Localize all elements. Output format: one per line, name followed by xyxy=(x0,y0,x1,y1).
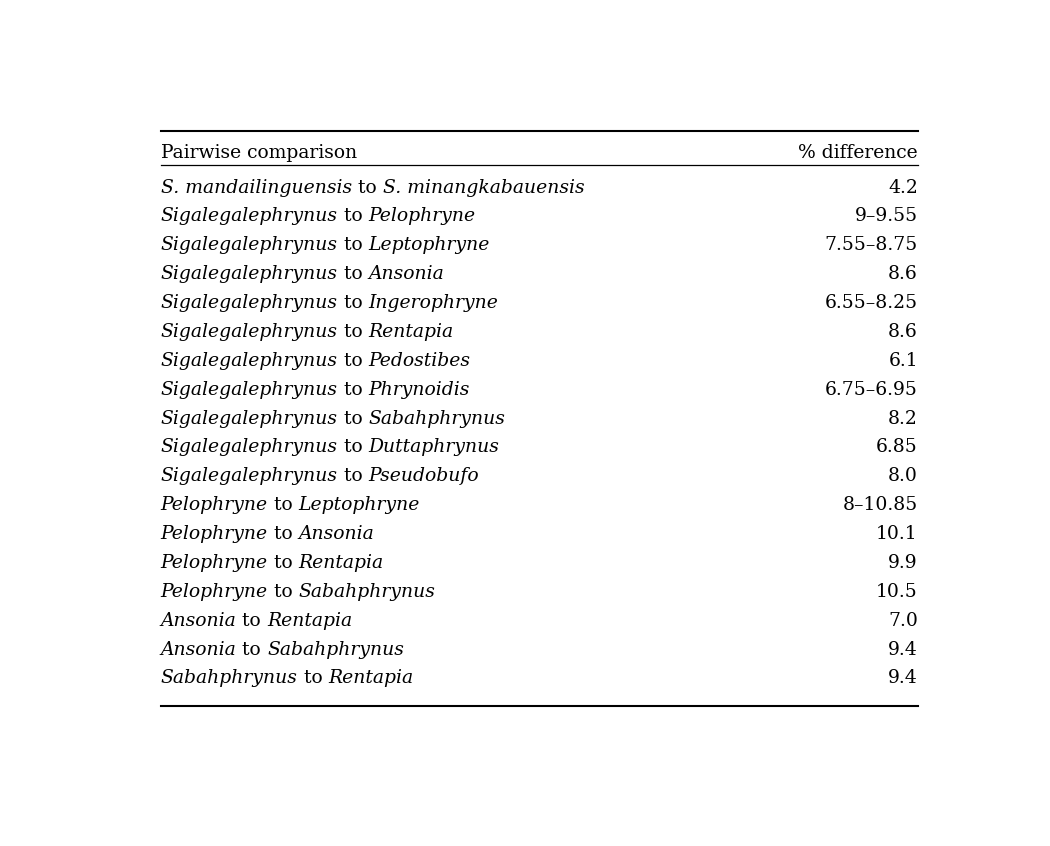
Text: to: to xyxy=(338,236,369,255)
Text: 6.75–6.95: 6.75–6.95 xyxy=(825,381,918,398)
Text: to: to xyxy=(338,265,369,283)
Text: 8.6: 8.6 xyxy=(888,323,918,341)
Text: Sabahphrynus: Sabahphrynus xyxy=(267,640,404,658)
Text: to: to xyxy=(268,554,298,572)
Text: S. mandailinguensis: S. mandailinguensis xyxy=(161,179,352,196)
Text: 6.85: 6.85 xyxy=(876,438,918,456)
Text: to: to xyxy=(338,381,369,398)
Text: Leptophryne: Leptophryne xyxy=(369,236,489,255)
Text: Pelophryne: Pelophryne xyxy=(161,583,268,601)
Text: Sigalegalephrynus: Sigalegalephrynus xyxy=(161,438,338,456)
Text: Sigalegalephrynus: Sigalegalephrynus xyxy=(161,207,338,225)
Text: 7.0: 7.0 xyxy=(888,612,918,629)
Text: Phrynoidis: Phrynoidis xyxy=(369,381,469,398)
Text: to: to xyxy=(236,612,267,629)
Text: Rentapia: Rentapia xyxy=(298,554,383,572)
Text: Sigalegalephrynus: Sigalegalephrynus xyxy=(161,265,338,283)
Text: Sigalegalephrynus: Sigalegalephrynus xyxy=(161,409,338,427)
Text: to: to xyxy=(338,294,369,312)
Text: Sigalegalephrynus: Sigalegalephrynus xyxy=(161,467,338,486)
Text: Ingerophryne: Ingerophryne xyxy=(369,294,499,312)
Text: Duttaphrynus: Duttaphrynus xyxy=(369,438,500,456)
Text: Sigalegalephrynus: Sigalegalephrynus xyxy=(161,352,338,370)
Text: 8.2: 8.2 xyxy=(888,409,918,427)
Text: 7.55–8.75: 7.55–8.75 xyxy=(824,236,918,255)
Text: Pedostibes: Pedostibes xyxy=(369,352,470,370)
Text: Sabahphrynus: Sabahphrynus xyxy=(161,669,297,688)
Text: Sigalegalephrynus: Sigalegalephrynus xyxy=(161,323,338,341)
Text: Pairwise comparison: Pairwise comparison xyxy=(161,144,357,162)
Text: Ansonia: Ansonia xyxy=(369,265,444,283)
Text: to: to xyxy=(352,179,382,196)
Text: to: to xyxy=(338,409,369,427)
Text: Sigalegalephrynus: Sigalegalephrynus xyxy=(161,236,338,255)
Text: S. minangkabauensis: S. minangkabauensis xyxy=(382,179,584,196)
Text: Pelophryne: Pelophryne xyxy=(369,207,476,225)
Text: 9.4: 9.4 xyxy=(888,669,918,688)
Text: Pelophryne: Pelophryne xyxy=(161,554,268,572)
Text: Sigalegalephrynus: Sigalegalephrynus xyxy=(161,381,338,398)
Text: to: to xyxy=(338,467,369,486)
Text: 6.55–8.25: 6.55–8.25 xyxy=(824,294,918,312)
Text: Sabahphrynus: Sabahphrynus xyxy=(298,583,436,601)
Text: 10.5: 10.5 xyxy=(876,583,918,601)
Text: 9.4: 9.4 xyxy=(888,640,918,658)
Text: Sabahphrynus: Sabahphrynus xyxy=(369,409,505,427)
Text: Rentapia: Rentapia xyxy=(329,669,414,688)
Text: Rentapia: Rentapia xyxy=(369,323,454,341)
Text: to: to xyxy=(338,352,369,370)
Text: to: to xyxy=(268,496,298,514)
Text: to: to xyxy=(338,438,369,456)
Text: Pelophryne: Pelophryne xyxy=(161,525,268,543)
Text: to: to xyxy=(268,525,298,543)
Text: Sigalegalephrynus: Sigalegalephrynus xyxy=(161,294,338,312)
Text: Leptophryne: Leptophryne xyxy=(298,496,420,514)
Text: Rentapia: Rentapia xyxy=(267,612,353,629)
Text: Pseudobufo: Pseudobufo xyxy=(369,467,479,486)
Text: Ansonia: Ansonia xyxy=(298,525,375,543)
Text: Ansonia: Ansonia xyxy=(161,612,236,629)
Text: to: to xyxy=(338,207,369,225)
Text: 8.0: 8.0 xyxy=(888,467,918,486)
Text: 9–9.55: 9–9.55 xyxy=(855,207,918,225)
Text: to: to xyxy=(268,583,298,601)
Text: to: to xyxy=(338,323,369,341)
Text: Pelophryne: Pelophryne xyxy=(161,496,268,514)
Text: Ansonia: Ansonia xyxy=(161,640,236,658)
Text: 9.9: 9.9 xyxy=(888,554,918,572)
Text: 4.2: 4.2 xyxy=(888,179,918,196)
Text: % difference: % difference xyxy=(798,144,918,162)
Text: 10.1: 10.1 xyxy=(877,525,918,543)
Text: to: to xyxy=(297,669,329,688)
Text: 8.6: 8.6 xyxy=(888,265,918,283)
Text: 8–10.85: 8–10.85 xyxy=(842,496,918,514)
Text: to: to xyxy=(236,640,267,658)
Text: 6.1: 6.1 xyxy=(888,352,918,370)
